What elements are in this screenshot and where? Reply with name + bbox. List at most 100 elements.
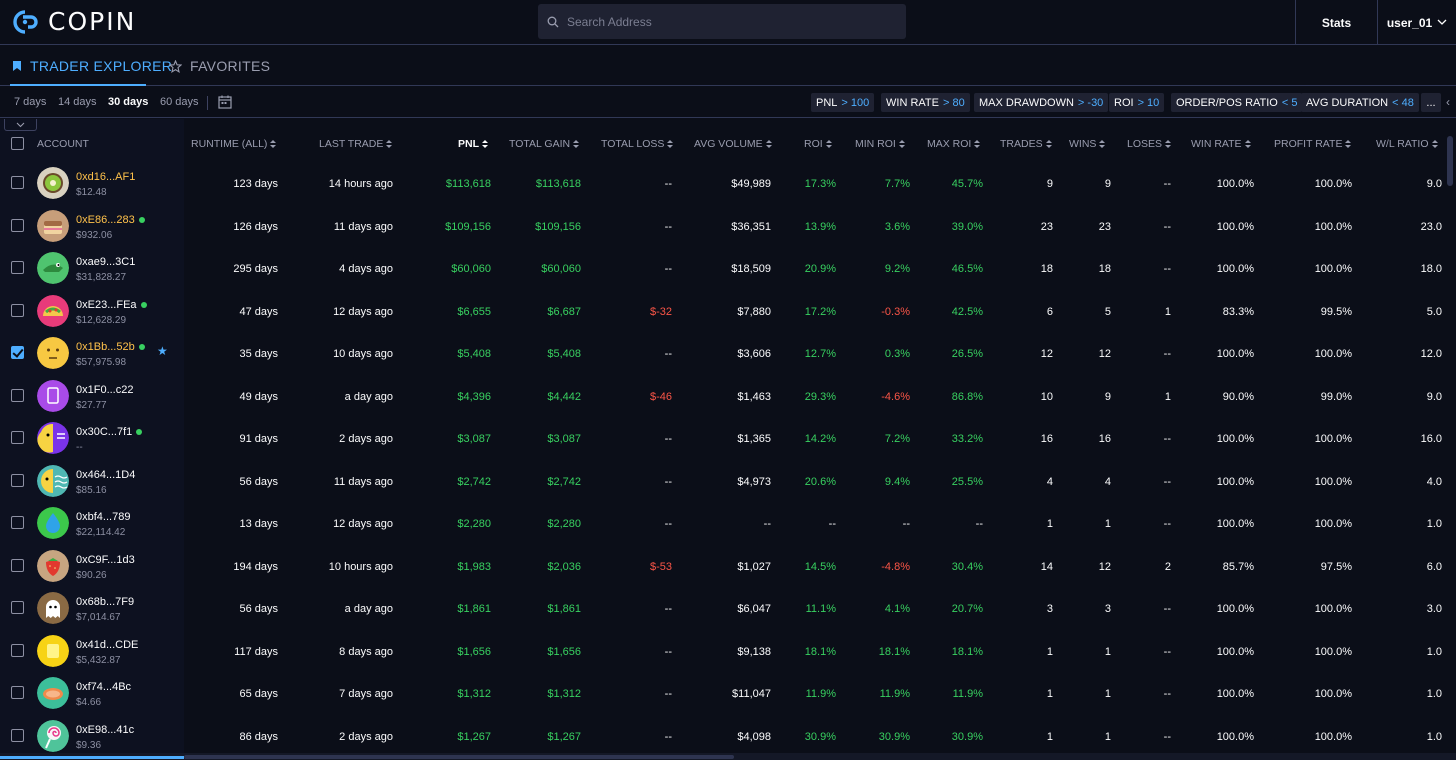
cell-loss: -- [664, 730, 672, 743]
cell-min-roi: 30.9% [878, 730, 910, 743]
table-row[interactable]: 0x1Bb...52b $57,975.98 ★ 35 days 10 days ago… [0, 332, 1456, 375]
trader-balance: $31,828.27 [76, 272, 127, 283]
cell-runtime: 123 days [233, 178, 278, 190]
select-all-checkbox[interactable] [11, 137, 24, 150]
chevron-left-icon[interactable]: ‹ [1446, 95, 1450, 109]
column-header-min-roi[interactable]: MIN ROI [855, 138, 905, 150]
cell-loses: -- [1163, 645, 1171, 658]
cell-wl-ratio: 16.0 [1420, 433, 1442, 445]
table-row[interactable]: 0xC9F...1d3 $90.26 194 days 10 hours ago $1,… [0, 545, 1456, 588]
filter-chip-order-pos-ratio[interactable]: ORDER/POS RATIO < 5 [1171, 93, 1303, 112]
column-header-roi[interactable]: ROI [804, 138, 832, 150]
cell-runtime: 65 days [239, 688, 278, 700]
cell-roi: 20.9% [804, 263, 836, 275]
column-label: ACCOUNT [37, 138, 89, 150]
column-label: W/L RATIO [1376, 138, 1429, 150]
table-row[interactable]: 0xbf4...789 $22,114.42 13 days 12 days ago $… [0, 502, 1456, 545]
trader-address-link[interactable]: 0x464...1D4 [76, 469, 135, 481]
period-14-days[interactable]: 14 days [58, 96, 97, 108]
horizontal-scrollbar[interactable] [0, 753, 1456, 760]
period-60-days[interactable]: 60 days [160, 96, 199, 108]
row-checkbox[interactable] [11, 346, 24, 359]
table-row[interactable]: 0xE23...FEa $12,628.29 47 days 12 days ago $… [0, 290, 1456, 333]
trader-address-link[interactable]: 0x1Bb...52b [76, 341, 145, 353]
trader-address-link[interactable]: 0xE98...41c [76, 724, 134, 736]
nav-stats-link[interactable]: Stats [1295, 0, 1378, 45]
column-header-wins[interactable]: WINS [1069, 138, 1106, 150]
filter-more-button[interactable]: ... [1421, 93, 1441, 112]
search-box[interactable] [538, 4, 906, 39]
trader-address-link[interactable]: 0xE86...283 [76, 214, 145, 226]
table-row[interactable]: 0x464...1D4 $85.16 56 days 11 days ago $2,74… [0, 460, 1456, 503]
trader-address-link[interactable]: 0x68b...7F9 [76, 596, 134, 608]
cell-runtime: 49 days [239, 390, 278, 403]
cell-roi: 12.7% [804, 348, 836, 360]
filter-chip-win-rate[interactable]: WIN RATE > 80 [881, 93, 970, 112]
trader-address-link[interactable]: 0xd16...AF1 [76, 171, 135, 183]
favorite-star-icon[interactable]: ★ [157, 344, 168, 358]
column-header-total-gain[interactable]: TOTAL GAIN [509, 138, 580, 150]
cell-gain: $1,312 [547, 688, 581, 700]
table-row[interactable]: 0xE98...41c $9.36 86 days 2 days ago $1,267 $… [0, 715, 1456, 758]
trader-address-link[interactable]: 0x41d...CDE [76, 639, 138, 651]
table-row[interactable]: 0x1F0...c22 $27.77 49 days a day ago $4,396 $… [0, 375, 1456, 418]
filter-chip-pnl[interactable]: PNL > 100 [811, 93, 875, 112]
row-checkbox[interactable] [11, 643, 24, 657]
tab-favorites[interactable]: FAVORITES [169, 46, 270, 86]
column-header-loses[interactable]: LOSES [1127, 138, 1172, 150]
table-row[interactable]: 0x41d...CDE $5,432.87 117 days 8 days ago $1… [0, 630, 1456, 673]
trader-address-link[interactable]: 0xbf4...789 [76, 511, 130, 523]
row-checkbox[interactable] [11, 516, 24, 529]
trader-address-link[interactable]: 0x1F0...c22 [76, 384, 133, 396]
period-7-days[interactable]: 7 days [14, 96, 47, 108]
row-checkbox[interactable] [11, 558, 24, 572]
column-header-total-loss[interactable]: TOTAL LOSS [601, 138, 674, 150]
filter-chip-avg-duration[interactable]: AVG DURATION < 48 [1301, 93, 1419, 112]
trader-address-link[interactable]: 0xae9...3C1 [76, 256, 135, 268]
column-header-avg-volume[interactable]: AVG VOLUME [694, 138, 772, 150]
cell-trades: 1 [1046, 645, 1053, 658]
table-row[interactable]: 0x30C...7f1 -- 91 days 2 days ago $3,087 $3,0… [0, 417, 1456, 460]
filter-chip-roi[interactable]: ROI > 10 [1109, 93, 1165, 112]
row-checkbox[interactable] [11, 728, 24, 742]
collapse-filter-button[interactable] [4, 119, 37, 131]
column-header-wl-ratio[interactable]: W/L RATIO [1376, 138, 1438, 150]
row-checkbox[interactable] [11, 176, 24, 189]
copin-logo[interactable]: COPIN [12, 9, 136, 35]
column-header-last-trade[interactable]: LAST TRADE [319, 138, 393, 150]
user-menu[interactable]: user_01 [1378, 0, 1456, 45]
table-row[interactable]: 0xae9...3C1 $31,828.27 295 days 4 days ago $… [0, 247, 1456, 290]
row-checkbox[interactable] [11, 303, 24, 317]
trader-address-link[interactable]: 0xC9F...1d3 [76, 554, 135, 566]
tab-trader-explorer[interactable]: TRADER EXPLORER [12, 46, 172, 86]
row-checkbox[interactable] [11, 686, 24, 699]
row-checkbox[interactable] [11, 388, 24, 402]
cell-runtime: 13 days [239, 518, 278, 530]
row-checkbox[interactable] [11, 218, 24, 232]
column-header-win-rate[interactable]: WIN RATE [1191, 138, 1251, 150]
trader-address-link[interactable]: 0xf74...4Bc [76, 681, 131, 693]
column-header-max-roi[interactable]: MAX ROI [927, 138, 981, 150]
column-header-runtime[interactable]: RUNTIME (ALL) [191, 138, 277, 150]
row-checkbox[interactable] [11, 261, 24, 274]
period-30-days[interactable]: 30 days [108, 96, 149, 108]
column-header-profit-rate[interactable]: PROFIT RATE [1274, 138, 1352, 150]
trader-address-link[interactable]: 0x30C...7f1 [76, 426, 143, 438]
table-row[interactable]: 0xf74...4Bc $4.66 65 days 7 days ago $1,312 $… [0, 672, 1456, 715]
cell-runtime: 35 days [239, 348, 278, 360]
search-input[interactable] [567, 14, 897, 29]
row-checkbox[interactable] [11, 473, 24, 487]
cell-loss: -- [664, 645, 672, 658]
table-row[interactable]: 0xE86...283 $932.06 126 days 11 days ago $10… [0, 205, 1456, 248]
vertical-scrollbar[interactable] [1447, 136, 1453, 186]
row-checkbox[interactable] [11, 601, 24, 614]
row-checkbox[interactable] [11, 431, 24, 444]
table-row[interactable]: 0xd16...AF1 $12.48 123 days 14 hours ago $11… [0, 162, 1456, 205]
table-row[interactable]: 0x68b...7F9 $7,014.67 56 days a day ago $1,8… [0, 587, 1456, 630]
filter-chip-max-drawdown[interactable]: MAX DRAWDOWN > -30 [974, 93, 1109, 112]
trader-address-link[interactable]: 0xE23...FEa [76, 299, 147, 311]
column-header-trades[interactable]: TRADES [1000, 138, 1052, 150]
calendar-icon[interactable] [218, 95, 232, 109]
scroll-thumb[interactable] [184, 755, 734, 759]
column-header-pnl[interactable]: PNL [458, 138, 488, 150]
